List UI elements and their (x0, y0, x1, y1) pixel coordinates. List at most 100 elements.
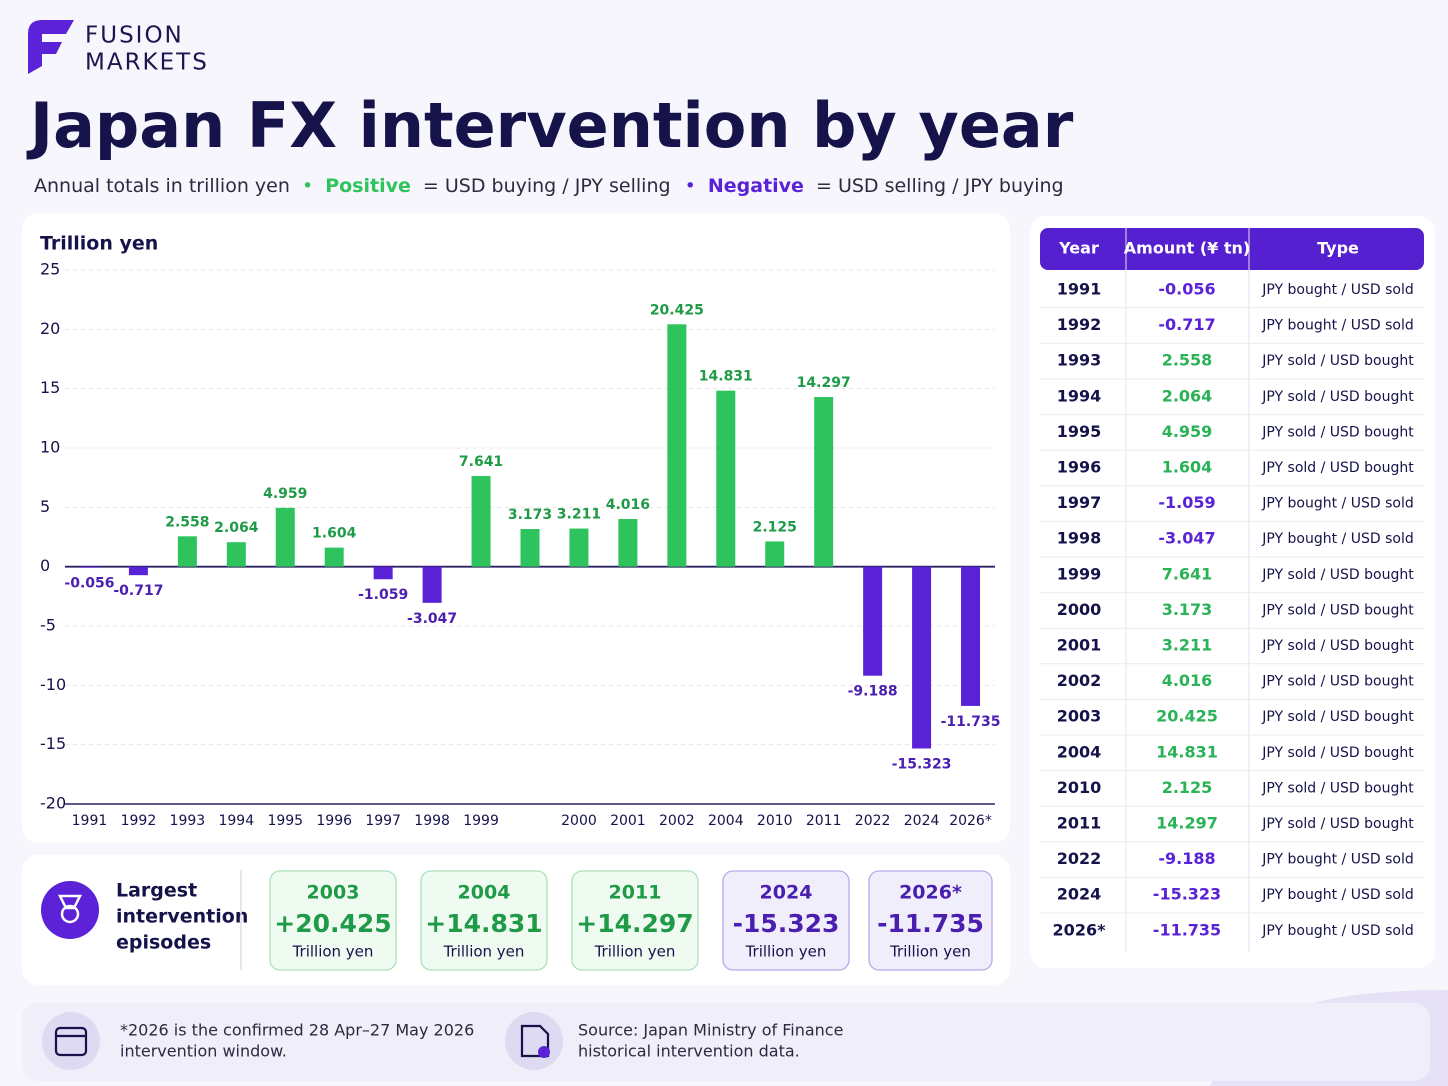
table-year: 2026* (1053, 920, 1107, 939)
table-type: JPY sold / USD bought (1261, 424, 1414, 440)
table-amount: 4.959 (1162, 422, 1213, 441)
y-tick-label: -15 (40, 734, 66, 753)
episode-unit: Trillion yen (745, 943, 827, 961)
table-year: 2000 (1057, 600, 1102, 619)
x-tick-label: 2000 (561, 813, 597, 829)
table-amount: -15.323 (1153, 885, 1221, 904)
table-year: 2022 (1057, 849, 1102, 868)
x-tick-label: 1993 (170, 813, 206, 829)
bar (422, 566, 442, 603)
title: Japan FX intervention by year (26, 89, 1074, 162)
source: Source: Japan Ministry of Finance (578, 1021, 843, 1040)
table-year: 2024 (1057, 885, 1102, 904)
y-axis-label: Trillion yen (40, 233, 158, 255)
episode-amount: +14.297 (576, 909, 693, 938)
logo-text: MARKETS (85, 50, 209, 76)
value-label: -15.323 (892, 756, 952, 772)
episodes-title: Largest (116, 880, 197, 902)
bar (912, 566, 932, 749)
subtitle-text: = USD buying / JPY selling (423, 175, 671, 197)
table-amount: 3.173 (1162, 600, 1213, 619)
table-amount: -0.717 (1158, 315, 1215, 334)
value-label: -0.056 (64, 575, 114, 591)
episode-card (722, 870, 850, 971)
subtitle: Annual totals in trillion yen • Positive… (34, 175, 1064, 197)
table-type: JPY bought / USD sold (1261, 887, 1413, 903)
bar (814, 397, 834, 567)
table-year: 2002 (1057, 671, 1102, 690)
x-tick-label: 1998 (414, 813, 450, 829)
table-amount: 2.064 (1162, 386, 1213, 405)
x-tick-label: 1991 (72, 813, 108, 829)
value-label: -3.047 (407, 611, 457, 627)
y-tick-label: 10 (40, 438, 60, 457)
table-year: 1993 (1057, 351, 1102, 370)
episode-unit: Trillion yen (443, 943, 525, 961)
x-tick-label: 2024 (904, 813, 940, 829)
calendar-glyph (54, 1026, 88, 1057)
bar (373, 566, 393, 580)
source-glyph (520, 1024, 550, 1058)
episode-amount: -11.735 (877, 909, 984, 938)
table-type: JPY sold / USD bought (1261, 389, 1414, 405)
value-label: -11.735 (941, 714, 1001, 730)
source-icon (505, 1012, 563, 1070)
footnote: intervention window. (120, 1042, 287, 1061)
table-type: JPY bought / USD sold (1261, 496, 1413, 512)
value-label: -0.717 (113, 583, 163, 599)
y-tick-label: 20 (40, 319, 60, 338)
x-tick-label: 2011 (806, 813, 842, 829)
value-label: 3.173 (508, 507, 552, 523)
episode-year: 2003 (307, 882, 360, 904)
bar (79, 566, 99, 568)
value-label: -1.059 (358, 587, 408, 603)
table-year: 1991 (1057, 280, 1102, 299)
x-tick-label: 2026* (949, 813, 992, 829)
episode-card (571, 870, 699, 971)
value-label: -9.188 (848, 684, 898, 700)
table-year: 1999 (1057, 564, 1102, 583)
episode-year: 2011 (609, 882, 662, 904)
bar (618, 519, 638, 567)
x-tick-label: 1997 (365, 813, 401, 829)
value-label: 3.211 (557, 507, 601, 523)
table-year: 1997 (1057, 493, 1102, 512)
table-type: JPY sold / USD bought (1261, 780, 1414, 796)
table-type: JPY bought / USD sold (1261, 282, 1413, 298)
bar (128, 566, 148, 576)
episode-unit: Trillion yen (292, 943, 374, 961)
bar (324, 547, 344, 567)
value-label: 2.064 (214, 520, 259, 536)
bar (471, 475, 491, 567)
bullet: • (302, 175, 313, 197)
table-type: JPY bought / USD sold (1261, 318, 1413, 334)
x-tick-label: 2002 (659, 813, 695, 829)
table-type: JPY sold / USD bought (1261, 674, 1414, 690)
value-label: 1.604 (312, 526, 357, 542)
table-year: 2003 (1057, 707, 1102, 726)
table-year: 1995 (1057, 422, 1102, 441)
table-amount: 14.831 (1156, 742, 1218, 761)
legend-positive: Positive (325, 175, 411, 197)
value-label: 14.297 (797, 375, 851, 391)
episode-card (269, 870, 397, 971)
table-year: 1994 (1057, 386, 1102, 405)
table-year: 2011 (1057, 814, 1102, 833)
bar (863, 566, 883, 676)
calendar-icon (42, 1012, 100, 1070)
table-type: JPY bought / USD sold (1261, 852, 1413, 868)
bar (667, 324, 687, 567)
table-type: JPY sold / USD bought (1261, 460, 1414, 476)
table-panel (1030, 216, 1435, 968)
table-amount: -1.059 (1158, 493, 1215, 512)
subtitle-text: Annual totals in trillion yen (34, 175, 290, 197)
table-amount: 20.425 (1156, 707, 1218, 726)
episodes-title: intervention (116, 906, 248, 928)
episode-amount: +20.425 (274, 909, 391, 938)
column-header: Amount (¥ tn) (1124, 239, 1250, 258)
table-type: JPY sold / USD bought (1261, 745, 1414, 761)
episode-year: 2026* (899, 882, 962, 904)
table-type: JPY sold / USD bought (1261, 709, 1414, 725)
